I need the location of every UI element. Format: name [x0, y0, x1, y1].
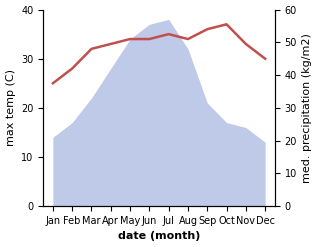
Y-axis label: med. precipitation (kg/m2): med. precipitation (kg/m2) [302, 33, 313, 183]
X-axis label: date (month): date (month) [118, 231, 200, 242]
Y-axis label: max temp (C): max temp (C) [5, 69, 16, 146]
